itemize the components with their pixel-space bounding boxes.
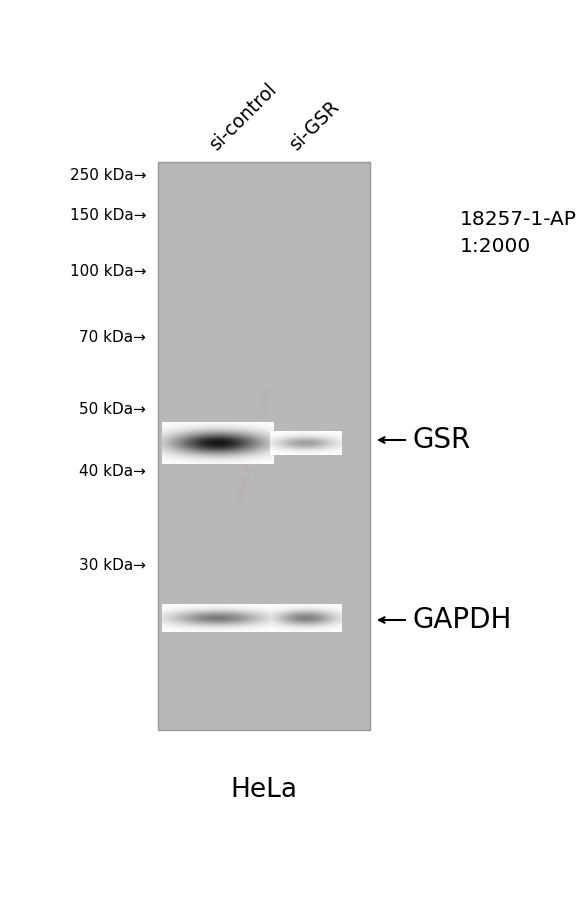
Text: 100 kDa→: 100 kDa→ <box>69 264 146 280</box>
Text: si-GSR: si-GSR <box>287 97 344 154</box>
Text: 40 kDa→: 40 kDa→ <box>79 465 146 480</box>
Text: 30 kDa→: 30 kDa→ <box>79 558 146 574</box>
Text: 50 kDa→: 50 kDa→ <box>79 402 146 418</box>
Text: si-control: si-control <box>207 79 281 154</box>
Text: HeLa: HeLa <box>231 777 297 803</box>
Text: www.PTGLAB.COM: www.PTGLAB.COM <box>232 385 276 507</box>
Text: 150 kDa→: 150 kDa→ <box>69 207 146 223</box>
Text: 70 kDa→: 70 kDa→ <box>79 330 146 345</box>
Text: 250 kDa→: 250 kDa→ <box>69 168 146 182</box>
Text: GAPDH: GAPDH <box>412 606 512 634</box>
Bar <box>158 162 370 730</box>
Text: GSR: GSR <box>412 426 470 454</box>
Text: 18257-1-AP
1:2000: 18257-1-AP 1:2000 <box>460 210 577 255</box>
